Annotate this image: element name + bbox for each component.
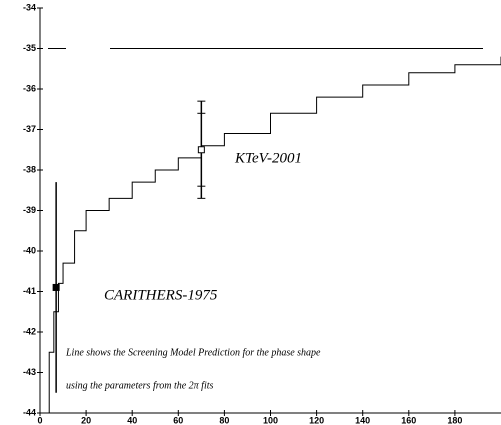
y-tick-label: -37 bbox=[23, 124, 36, 134]
y-tick-label: -43 bbox=[23, 367, 36, 377]
y-tick-label: -41 bbox=[23, 286, 36, 296]
x-tick-label: 80 bbox=[219, 415, 229, 425]
y-tick-label: -40 bbox=[23, 245, 36, 255]
point-label: CARITHERS-1975 bbox=[104, 287, 218, 303]
annotation: Line shows the Screening Model Predictio… bbox=[65, 347, 321, 358]
x-tick-label: 100 bbox=[263, 415, 278, 425]
y-tick-label: -42 bbox=[23, 326, 36, 336]
data-point bbox=[52, 283, 60, 291]
x-tick-label: 120 bbox=[309, 415, 324, 425]
y-tick-label: -34 bbox=[23, 2, 36, 12]
x-tick-label: 180 bbox=[447, 415, 462, 425]
x-tick-label: 140 bbox=[355, 415, 370, 425]
y-tick-label: -39 bbox=[23, 205, 36, 215]
annotation: using the parameters from the 2π fits bbox=[66, 380, 214, 391]
model-curve bbox=[44, 56, 501, 414]
data-point bbox=[197, 146, 205, 154]
x-tick-label: 160 bbox=[401, 415, 416, 425]
x-tick-label: 20 bbox=[81, 415, 91, 425]
y-tick-label: -38 bbox=[23, 164, 36, 174]
x-tick-label: 0 bbox=[37, 415, 42, 425]
y-tick-label: -36 bbox=[23, 83, 36, 93]
x-tick-label: 60 bbox=[173, 415, 183, 425]
y-tick-label: -35 bbox=[23, 43, 36, 53]
x-tick-label: 40 bbox=[127, 415, 137, 425]
y-tick-label: -44 bbox=[23, 407, 36, 417]
point-label: KTeV-2001 bbox=[234, 150, 302, 166]
